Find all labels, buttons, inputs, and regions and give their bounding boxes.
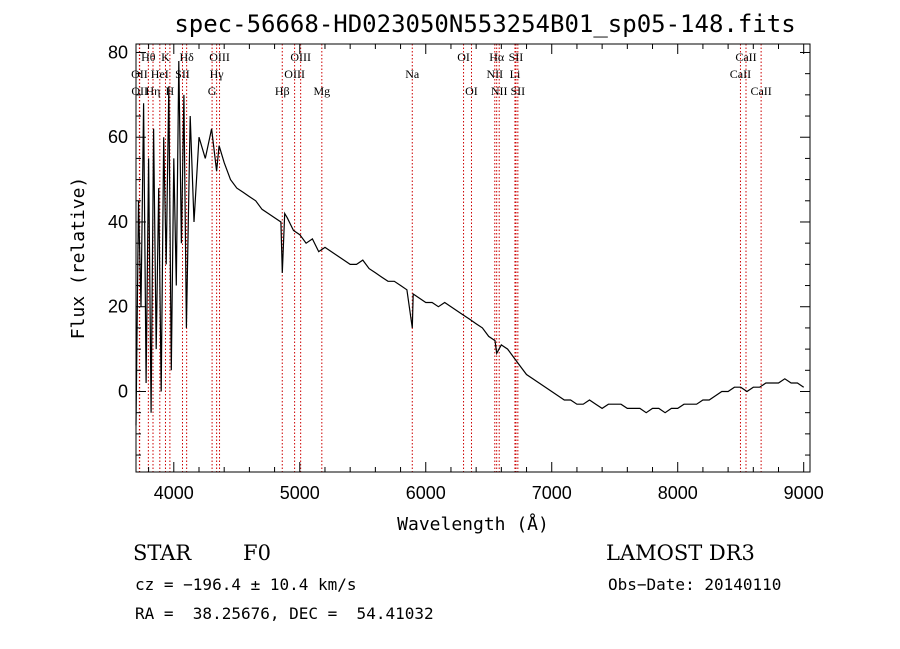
spectral-line-label: Hθ: [141, 50, 156, 64]
spectral-line-label: OI: [457, 50, 470, 64]
y-tick-label: 80: [108, 42, 128, 62]
x-axis-label: Wavelength (Å): [397, 513, 549, 535]
spectral-line-label: SII: [509, 50, 524, 64]
spectral-line-label: SII: [511, 84, 526, 98]
y-tick-label: 60: [108, 127, 128, 147]
x-tick-label: 9000: [784, 483, 824, 503]
spectral-line-label: SII: [175, 67, 190, 81]
spectral-line-label: Hβ: [275, 84, 290, 98]
spectral-line-label: HeI: [151, 67, 169, 81]
coordinates: RA = 38.25676, DEC = 54.41032: [135, 604, 434, 623]
spectral-line-label: Hη: [146, 84, 161, 98]
y-tick-label: 20: [108, 297, 128, 317]
spectral-line-label: Na: [405, 67, 420, 81]
spectral-line-label: Hδ: [179, 50, 194, 64]
spectral-line-label: OII: [131, 67, 148, 81]
survey-name: LAMOST DR3: [606, 541, 755, 565]
spectral-line-label: OI: [465, 84, 478, 98]
spectral-line-label: CaII: [730, 67, 751, 81]
spectral-line-label: NII: [486, 67, 503, 81]
object-class: STAR: [133, 541, 192, 565]
spectral-line-label: OIII: [284, 67, 305, 81]
x-tick-label: 7000: [532, 483, 572, 503]
spectral-line-label: CaII: [735, 50, 756, 64]
spectral-line-label: Hα: [489, 50, 505, 64]
x-tick-label: 8000: [658, 483, 698, 503]
observation-date: Obs−Date: 20140110: [608, 575, 782, 594]
spectral-line-label: NII: [491, 84, 508, 98]
plot-frame: [135, 43, 811, 473]
y-axis-label: Flux (relative): [68, 177, 89, 340]
y-tick-label: 0: [118, 381, 128, 401]
spectral-line-label: H: [166, 84, 175, 98]
x-tick-label: 5000: [280, 483, 320, 503]
x-tick-label: 4000: [154, 483, 194, 503]
object-subclass: F0: [243, 541, 271, 565]
spectral-line-label: Mg: [313, 84, 330, 98]
spectral-line-label: Li: [510, 67, 521, 81]
spectral-line-label: Hγ: [210, 67, 225, 81]
spectral-line-label: OIII: [290, 50, 311, 64]
spectral-line-label: OIII: [209, 50, 230, 64]
spectral-line-label: K: [161, 50, 170, 64]
spectral-line-label: G: [208, 84, 217, 98]
x-tick-label: 6000: [406, 483, 446, 503]
spectral-line-label: CaII: [750, 84, 771, 98]
spectrum-line: [135, 60, 805, 426]
redshift-velocity: cz = −196.4 ± 10.4 km/s: [135, 575, 357, 594]
chart-title: spec-56668-HD023050N553254B01_sp05-148.f…: [174, 10, 795, 38]
y-tick-label: 40: [108, 212, 128, 232]
spectral-line-label: OII: [131, 84, 148, 98]
